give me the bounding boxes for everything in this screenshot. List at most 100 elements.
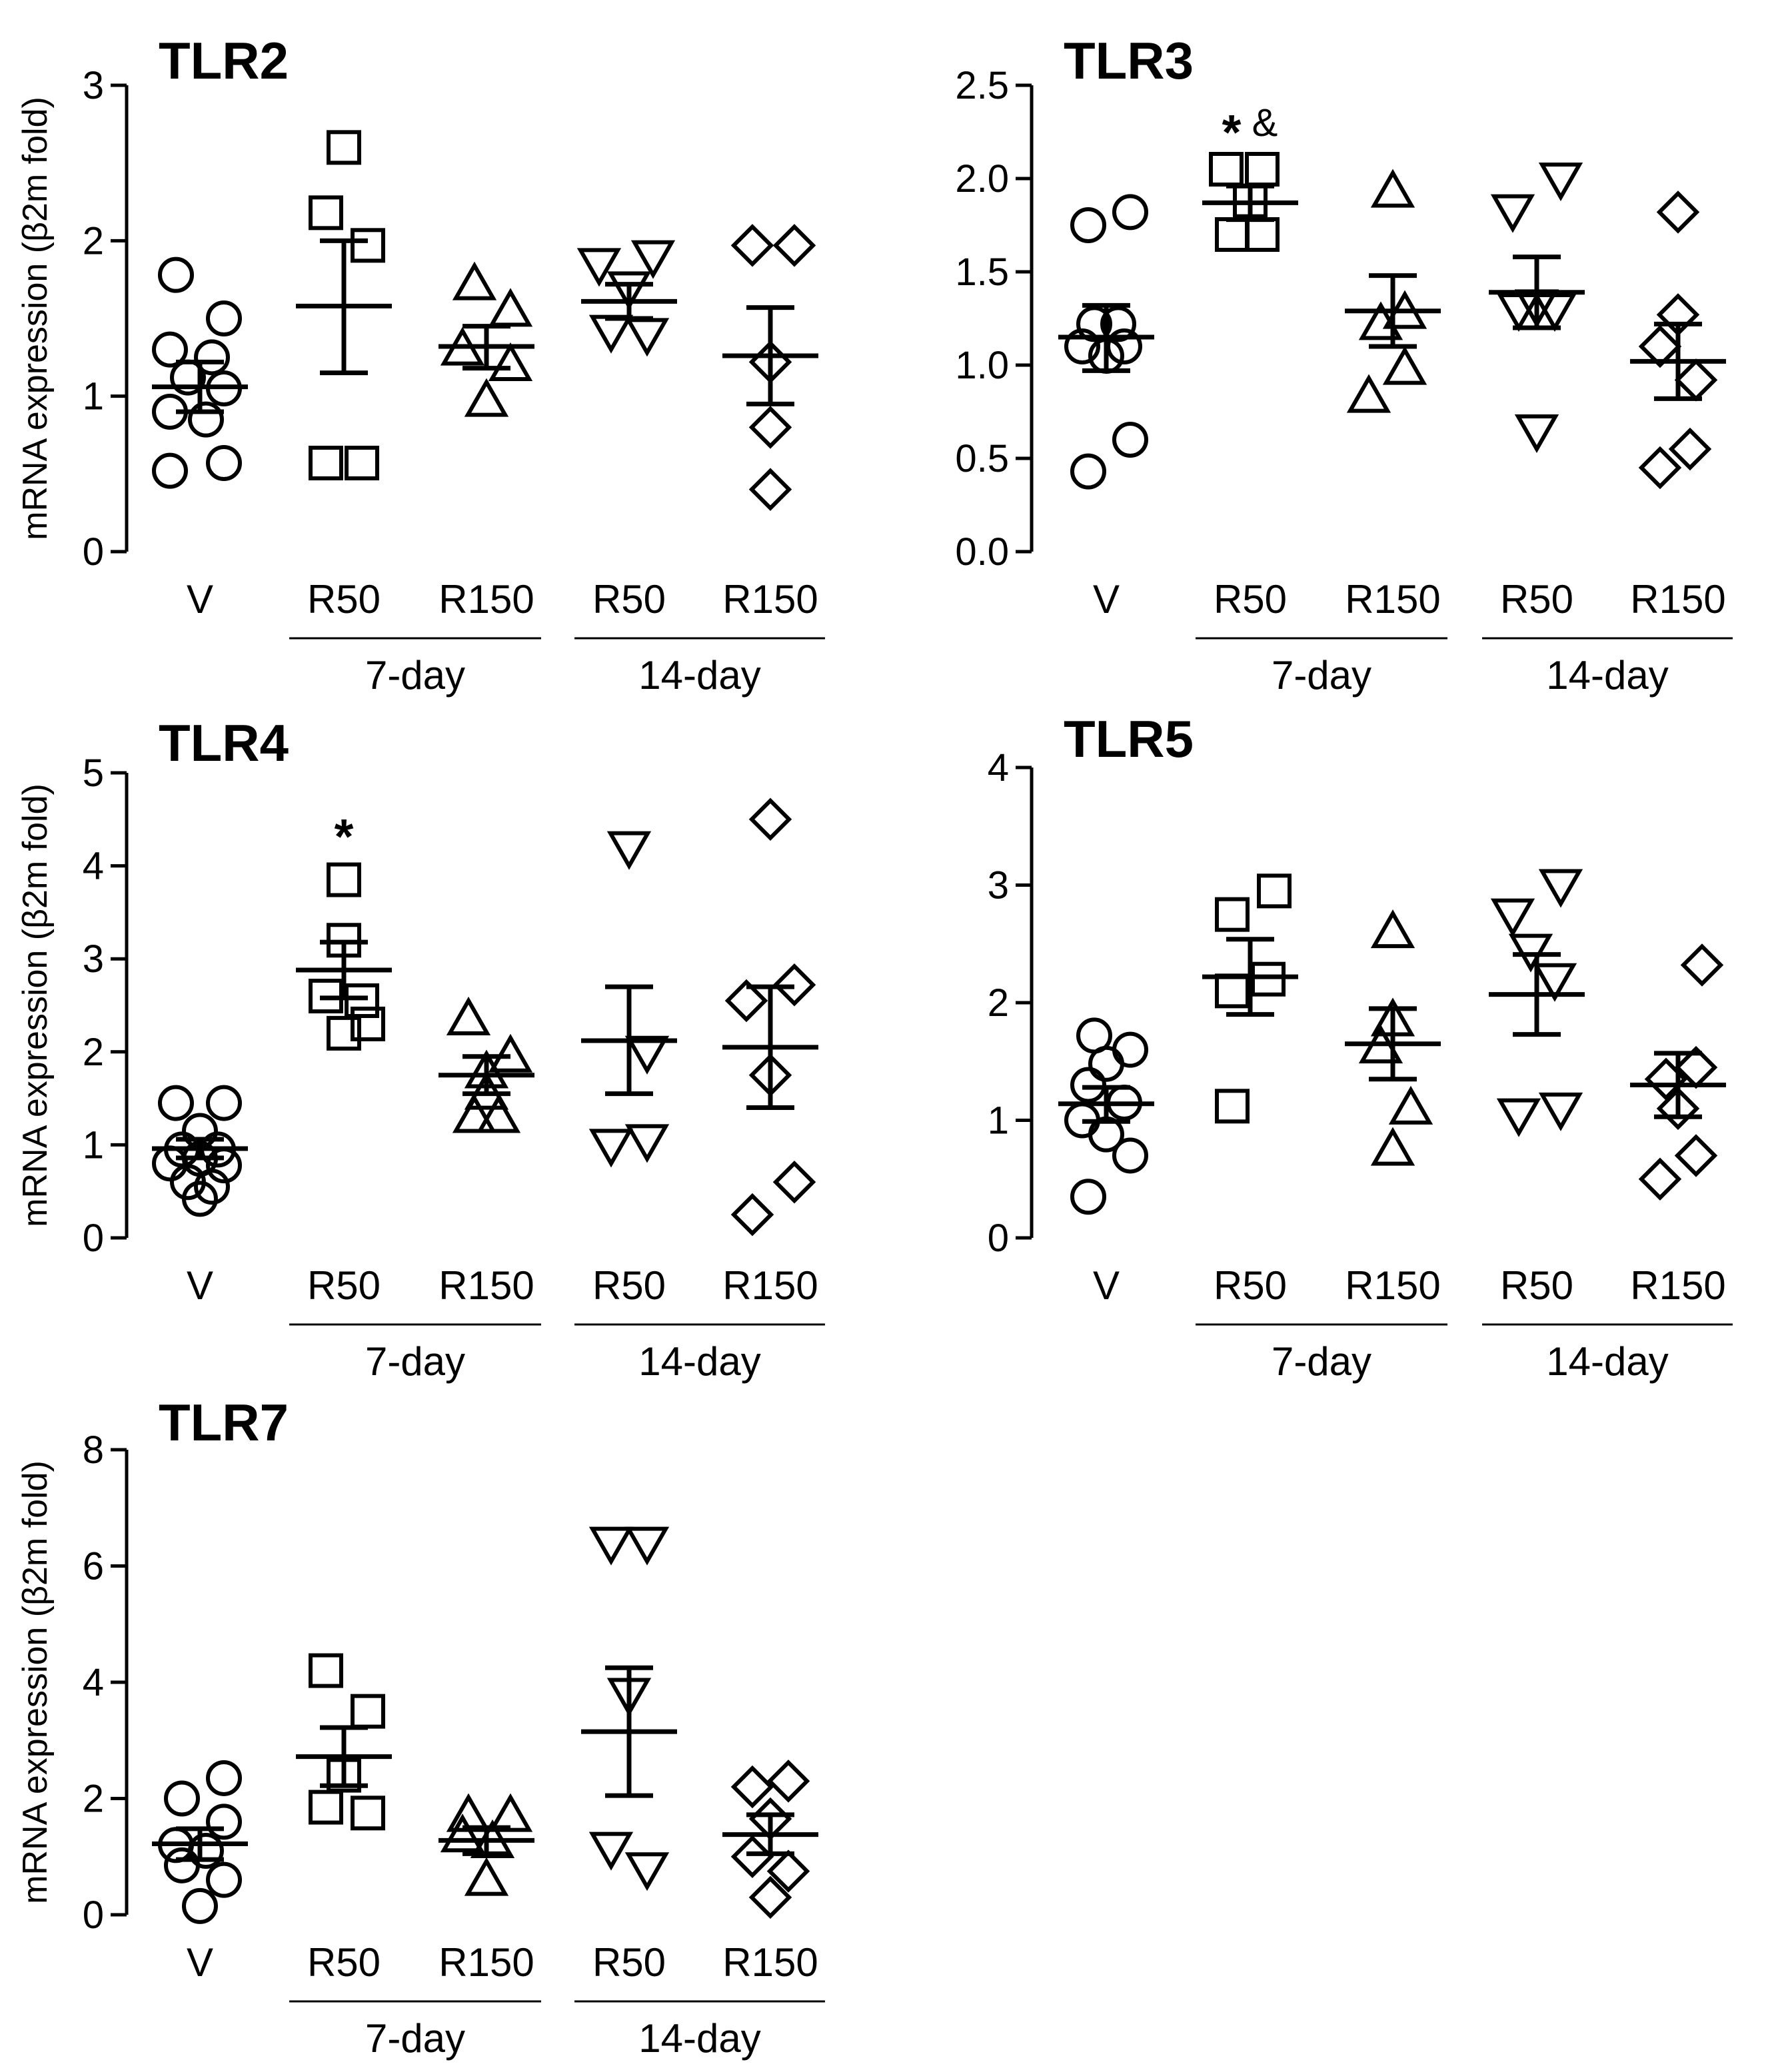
data-point (164, 1780, 200, 1817)
y-tick-label: 0 (83, 530, 104, 574)
y-tick-label: 0 (83, 1217, 104, 1260)
group-label: 7-day (1272, 653, 1371, 698)
data-point (1245, 152, 1280, 187)
y-tick-label: 4 (83, 845, 104, 888)
data-point (327, 130, 361, 165)
chart-panel-tlr3: TLR3 0.0 0.5 1.0 1.5 2.0 2.5 V R50 R150 R50 R150 7-d… (955, 31, 1733, 698)
category-label: V (187, 1940, 213, 1985)
data-point (772, 963, 816, 1007)
category-label: R50 (1500, 577, 1573, 622)
y-tick-label: 2 (83, 219, 104, 262)
data-point (1656, 1087, 1700, 1131)
category-label: V (1093, 577, 1120, 622)
data-point (206, 1760, 242, 1796)
category-label: V (187, 577, 213, 622)
data-point (748, 797, 792, 841)
y-tick-label: 2.5 (955, 64, 1009, 107)
series-4 (1630, 191, 1726, 490)
category-label: R50 (592, 1263, 666, 1308)
data-point (158, 1085, 194, 1121)
y-tick-label: 1 (83, 375, 104, 418)
group-label: 14-day (1546, 1339, 1668, 1384)
y-tick-label: 1 (988, 1099, 1009, 1143)
data-point (1215, 897, 1250, 932)
y-tick-label: 1 (83, 1123, 104, 1167)
data-point (345, 983, 379, 1019)
series-0 (152, 1760, 248, 1924)
category-label: R150 (1345, 577, 1440, 622)
data-point (206, 300, 242, 336)
category-label: R50 (1214, 1263, 1287, 1308)
category-label: R50 (1500, 1263, 1573, 1308)
series-2 (439, 996, 534, 1133)
data-point (206, 445, 242, 481)
y-tick-label: 0 (83, 1893, 104, 1937)
group-label: 7-day (1272, 1339, 1371, 1384)
data-point (730, 1835, 774, 1878)
data-point (1496, 1098, 1541, 1137)
data-point (766, 1760, 810, 1803)
data-point (309, 1790, 343, 1825)
series-1 (1202, 873, 1298, 1124)
category-label: V (1093, 1263, 1120, 1308)
panel-title: TLR7 (159, 1393, 289, 1452)
data-point (1382, 346, 1427, 385)
data-point (188, 1833, 224, 1869)
data-point (1112, 1031, 1148, 1068)
data-point (630, 240, 676, 279)
series-1 (296, 1653, 392, 1831)
y-tick-label: 0 (988, 1217, 1009, 1260)
category-label: R150 (722, 1940, 818, 1985)
data-point (1245, 217, 1280, 252)
data-point (188, 401, 224, 438)
data-point (351, 228, 385, 263)
series-2 (439, 261, 534, 417)
data-point (588, 1526, 634, 1566)
data-point (588, 314, 634, 354)
category-label: R150 (1630, 577, 1725, 622)
data-point (309, 195, 343, 231)
data-point (152, 452, 188, 489)
series-1 (1202, 152, 1298, 252)
data-point (345, 446, 379, 480)
data-point (1668, 427, 1712, 471)
series-2 (439, 1793, 534, 1896)
category-label: R150 (722, 577, 818, 622)
data-point (1538, 1092, 1583, 1131)
data-point (152, 331, 188, 368)
y-tick-label: 5 (83, 752, 104, 795)
series-3 (1489, 163, 1585, 454)
data-point (1674, 358, 1718, 402)
data-point (152, 1145, 188, 1182)
data-point (351, 1796, 385, 1831)
data-point (464, 1857, 509, 1896)
data-point (1088, 1045, 1124, 1082)
data-point (1112, 422, 1148, 458)
data-point (724, 979, 768, 1023)
series-3 (1489, 869, 1585, 1137)
series-0 (1058, 1017, 1154, 1215)
data-point (1514, 414, 1559, 454)
data-point (1064, 328, 1100, 364)
data-point (206, 1804, 242, 1840)
series-1 (296, 130, 392, 480)
data-point (606, 831, 652, 870)
category-label: R150 (1630, 1263, 1725, 1308)
series-2 (1345, 169, 1441, 413)
data-point (452, 1094, 497, 1133)
category-label: R50 (592, 577, 666, 622)
y-tick-label: 6 (83, 1545, 104, 1588)
data-point (1638, 1157, 1682, 1201)
data-point (1070, 453, 1106, 490)
panel-title: TLR4 (159, 714, 289, 772)
group-label: 14-day (638, 2016, 760, 2061)
y-tick-label: 1.5 (955, 251, 1009, 294)
y-tick-label: 0.5 (955, 437, 1009, 480)
data-point (452, 261, 497, 300)
category-label: V (187, 1263, 213, 1308)
category-label: R50 (307, 1263, 381, 1308)
series-4 (722, 224, 818, 511)
significance-marker: * (1222, 105, 1242, 160)
data-point (748, 406, 792, 449)
category-label: R150 (439, 1263, 534, 1308)
